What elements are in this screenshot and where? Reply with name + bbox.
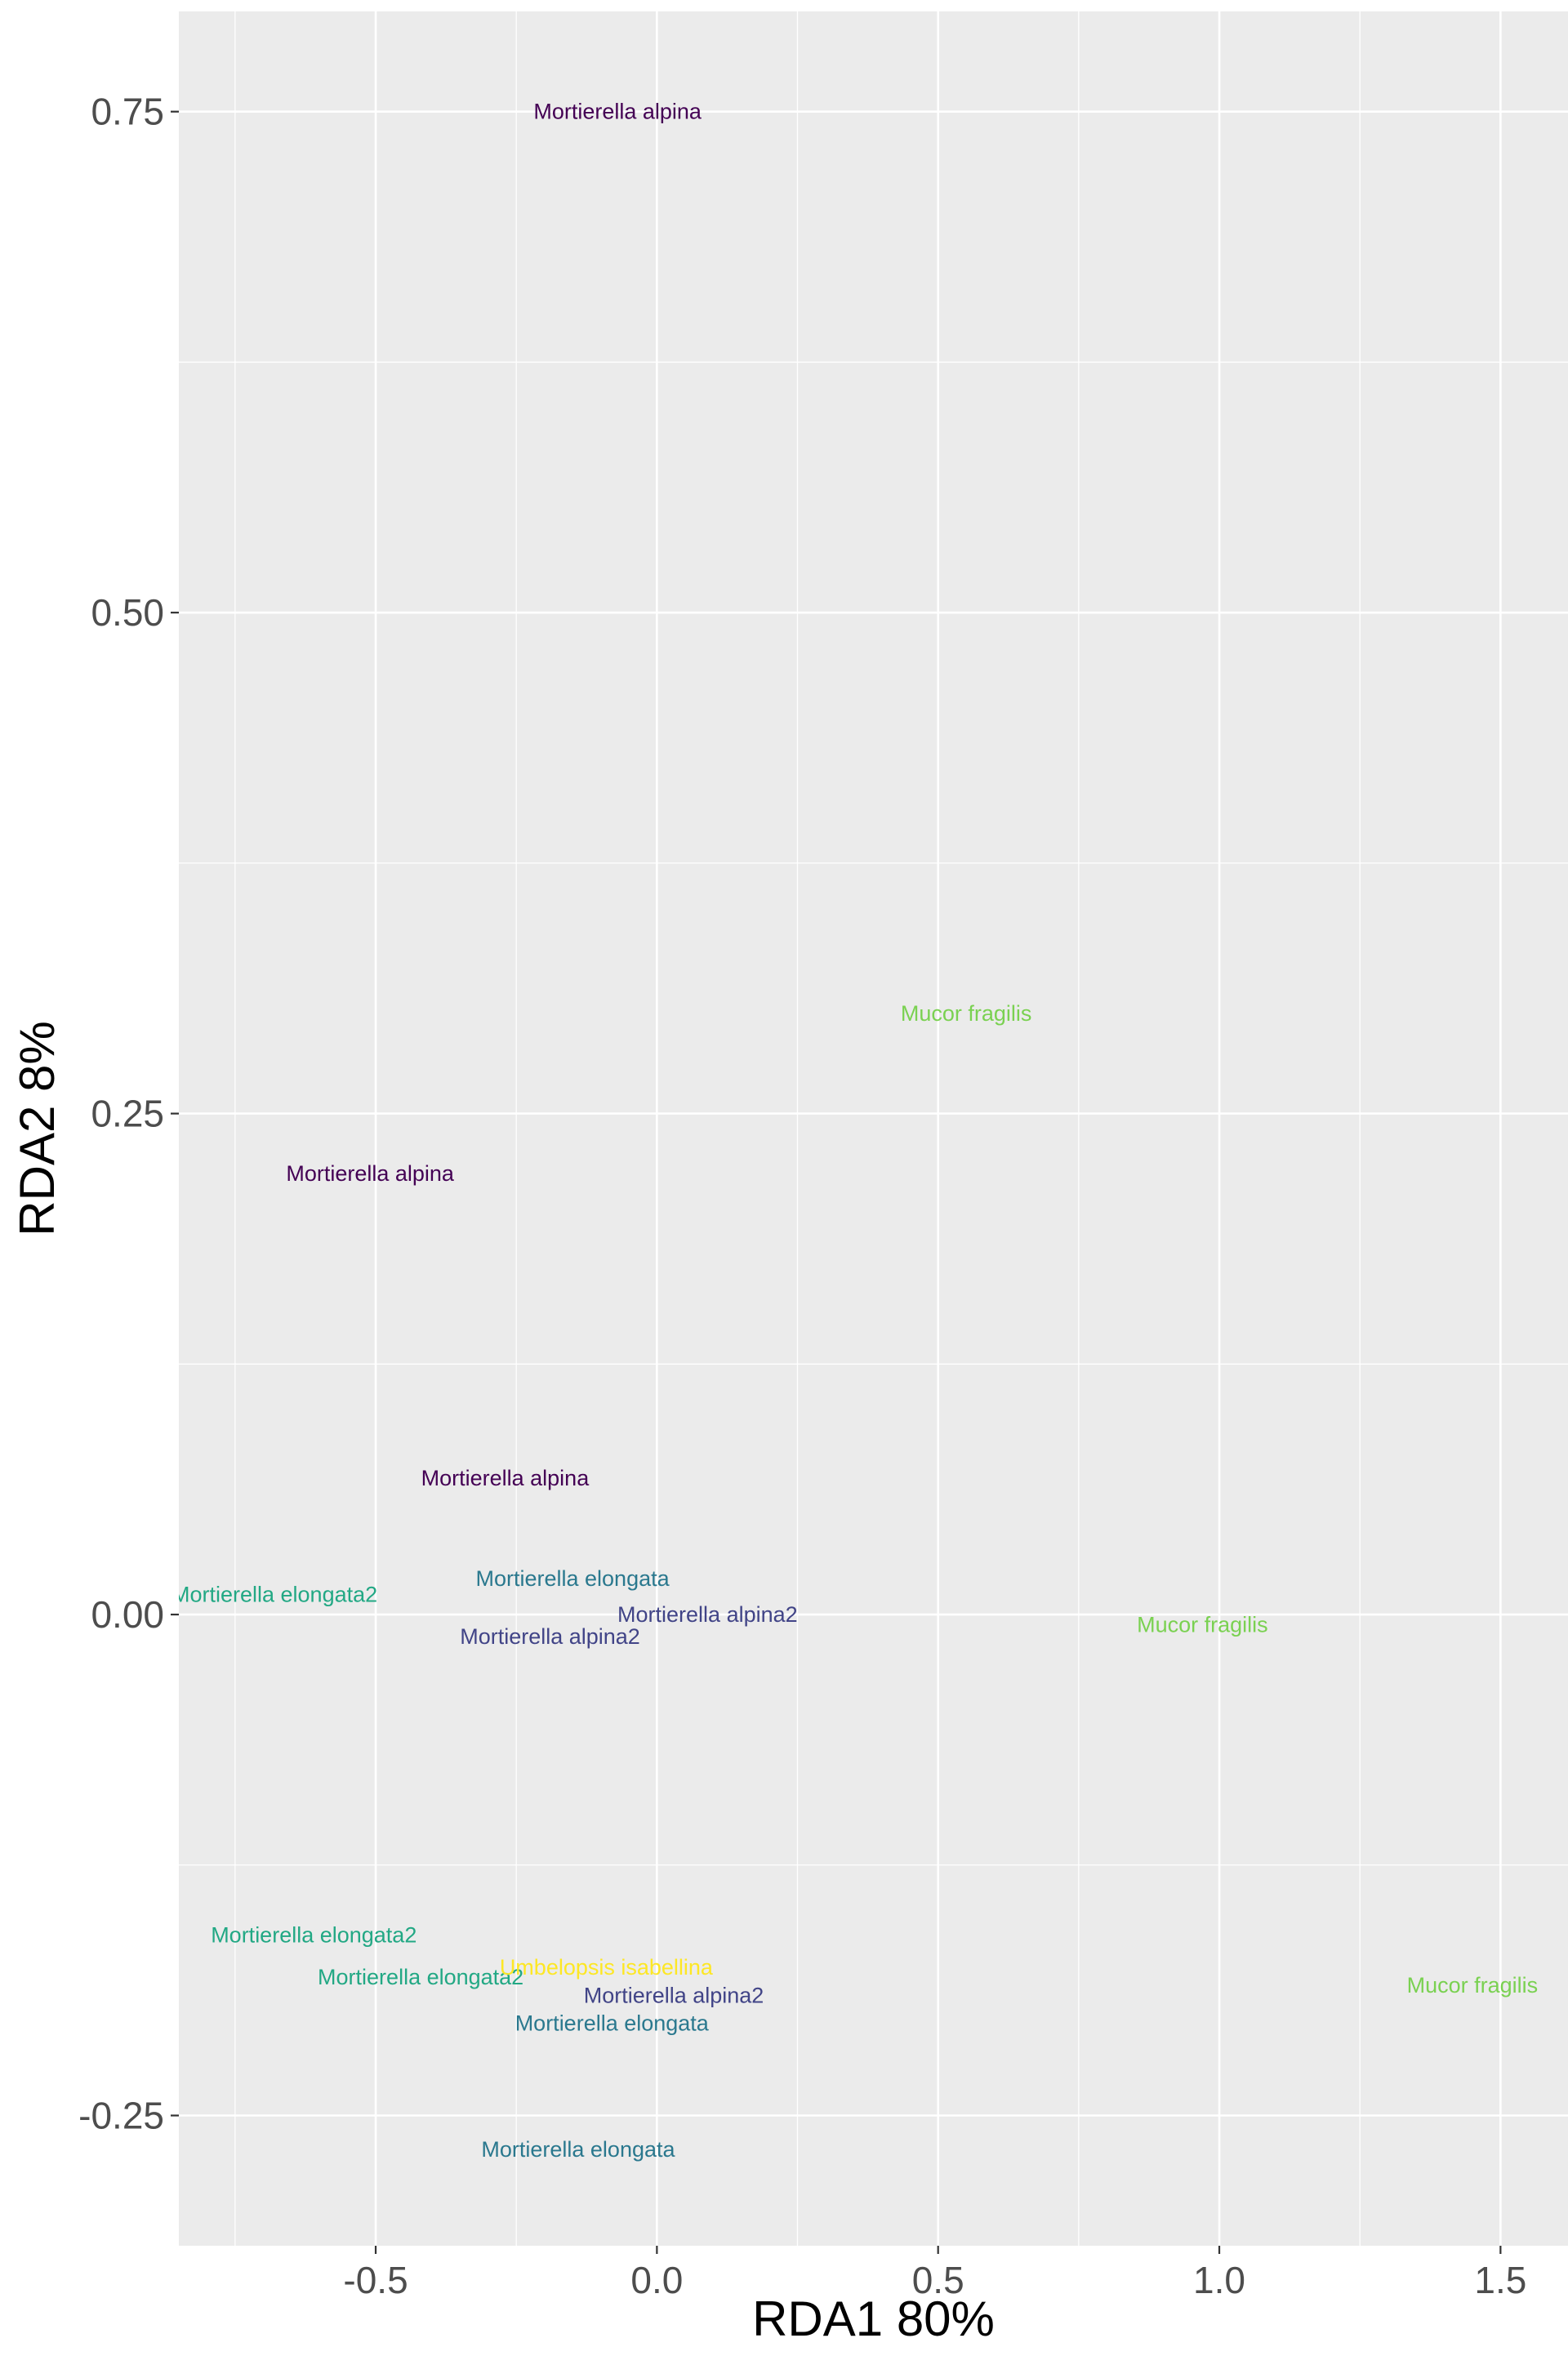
point-labels: Mortierella alpina Mortierella alpina Mort… — [172, 100, 1539, 2162]
x-axis: -0.5 0.0 0.5 1.0 1.5 — [343, 2246, 1526, 2301]
point-label: Mortierella elongata2 — [211, 1923, 416, 1948]
x-tick-label: -0.5 — [343, 2259, 408, 2301]
point-label: Mortierella alpina — [286, 1161, 455, 1186]
point-label: Mortierella elongata — [475, 1566, 670, 1591]
major-gridlines — [179, 11, 1568, 2246]
y-tick-label: 0.75 — [91, 91, 164, 133]
point-label: Mucor fragilis — [1137, 1612, 1268, 1637]
y-tick-label: -0.25 — [78, 2095, 164, 2137]
point-label: Mucor fragilis — [901, 1001, 1032, 1026]
point-label: Mortierella alpina — [421, 1466, 590, 1490]
x-axis-title: RDA1 80% — [752, 2291, 995, 2346]
y-axis-title: RDA2 8% — [10, 1021, 65, 1236]
x-tick-label: 0.5 — [912, 2259, 964, 2301]
point-label: Mortierella alpina2 — [617, 1602, 798, 1627]
minor-gridlines — [179, 11, 1568, 2246]
plot-panel — [179, 11, 1568, 2246]
y-axis: -0.25 0.00 0.25 0.50 0.75 — [78, 91, 179, 2137]
point-label: Mortierella elongata2 — [172, 1583, 377, 1607]
point-label: Mortierella elongata2 — [318, 1965, 523, 1989]
y-tick-label: 0.50 — [91, 591, 164, 634]
y-tick-label: 0.25 — [91, 1093, 164, 1135]
point-label: Mortierella alpina2 — [460, 1624, 640, 1649]
point-label: Mortierella alpina — [533, 100, 702, 124]
y-tick-label: 0.00 — [91, 1593, 164, 1636]
x-tick-label: 1.0 — [1193, 2259, 1245, 2301]
point-label: Mortierella elongata — [481, 2137, 675, 2162]
point-label: Mortierella alpina2 — [584, 1983, 764, 2007]
point-label: Umbelopsis isabellina — [500, 1955, 714, 1980]
x-tick-label: 0.0 — [630, 2259, 683, 2301]
point-label: Mucor fragilis — [1407, 1973, 1539, 1997]
x-tick-label: 1.5 — [1474, 2259, 1526, 2301]
point-label: Mortierella elongata — [515, 2011, 710, 2036]
